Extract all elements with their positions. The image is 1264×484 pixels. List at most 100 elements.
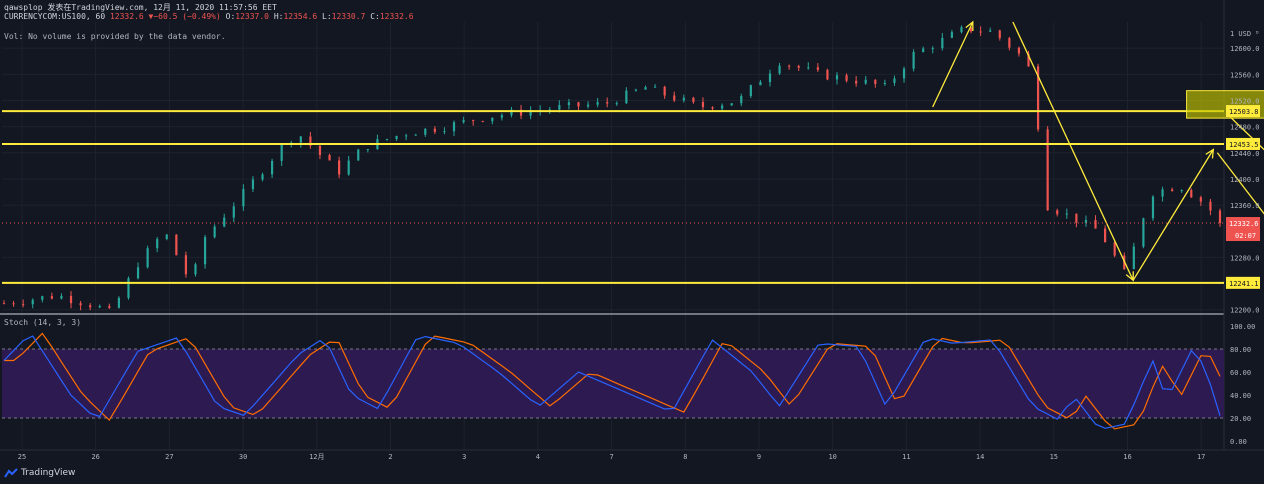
candle-body [452,122,456,132]
trend-arrow-line[interactable] [932,21,974,108]
candle-body [1113,242,1116,256]
high-label: H: [273,12,284,21]
candle-body [902,68,906,79]
candle-body [1190,190,1193,198]
candle-body [922,48,925,53]
price-tick-label: 12600.0 [1230,45,1260,53]
candle-body [749,85,752,96]
ohlc-line: CURRENCYCOM:US100, 60 12332.6 ▼−60.5 (−0… [4,12,414,21]
trend-arrow-line[interactable] [1012,21,1134,281]
stoch-band [2,348,1224,419]
tradingview-brand[interactable]: TradingView [4,468,75,478]
candle-body [89,305,92,308]
time-tick-label: 15 [1050,453,1058,461]
time-tick-label: 12月 [309,453,324,461]
candle-body [912,52,915,69]
candle-body [50,296,53,299]
time-tick-label: 2 [388,453,392,461]
current-price-tag[interactable] [1226,217,1260,242]
candle-body [12,303,15,305]
candle-body [740,95,743,104]
price-tick-label: 12560.0 [1230,71,1260,79]
candle-body [213,226,216,238]
candle-body [788,65,791,67]
time-tick-label: 7 [609,453,613,461]
candle-body [69,295,73,304]
candle-body [175,234,178,256]
stoch-tick-label: 80.00 [1230,346,1251,354]
candle-body [136,267,140,279]
candle-body [203,237,207,265]
trend-arrow-line[interactable] [1226,113,1264,313]
candle-body [318,145,322,155]
price-tick-label: 12400.0 [1230,176,1260,184]
trend-arrow-line[interactable] [1216,152,1264,313]
horizontal-levels[interactable] [2,110,1224,284]
candle-body [855,80,858,84]
stoch-overbought-oversold-band [2,349,1224,418]
candle-body [60,295,63,299]
candle-body [941,37,944,49]
time-tick-label: 3 [462,453,466,461]
candle-body [251,179,255,190]
candle-body [1084,219,1088,223]
candle-body [1142,218,1145,247]
candle-body [223,217,226,227]
candle-body [232,206,235,218]
candle-body [835,75,839,80]
candle-body [816,67,819,70]
price-change: −60.5 (−0.49%) [153,12,221,21]
candle-body [721,105,724,109]
candle-body [1218,210,1222,224]
stoch-title[interactable]: Stoch (14, 3, 3) [4,318,82,327]
price-tick-label: 12520.0 [1230,97,1260,105]
candle-body [730,103,733,106]
time-tick-label: 30 [239,453,247,461]
time-tick-label: 27 [165,453,173,461]
candle-body [405,135,408,137]
candle-body [596,102,599,105]
candle-body [950,32,954,38]
candle-body [519,109,523,116]
candle-body [385,139,389,141]
arrowhead-icon [1205,148,1215,159]
price-axis-currency: 1 USD ᴰ [1230,30,1260,38]
level-price-tag[interactable] [1226,276,1260,289]
candle-body [826,69,829,80]
level-price-tag[interactable] [1226,105,1260,118]
candle-body [615,103,618,105]
close-value: 12332.6 [379,12,414,21]
candle-body [309,136,312,146]
price-tick-label: 12440.0 [1230,150,1260,158]
candle-body [692,97,695,102]
candle-body [299,136,302,143]
level-price-tag-label: 12453.5 [1229,141,1259,149]
candle-body [845,75,848,81]
candle-body [242,189,245,207]
stoch-d-line [4,332,1221,430]
candle-body [156,239,159,249]
candle-body [500,115,503,118]
trend-drawings[interactable] [932,20,1264,313]
price-tick-label: 12280.0 [1230,254,1260,262]
candle-body [98,305,101,308]
candle-body [462,120,465,123]
candle-body [1056,210,1059,215]
tradingview-logo-icon [4,468,18,478]
candle-body [797,65,800,68]
candle-body [1017,47,1021,54]
price-tick-label: 12360.0 [1230,202,1260,210]
candle-body [644,87,647,90]
candle-body [414,134,417,136]
level-price-tag[interactable] [1226,137,1260,150]
trend-arrow-line[interactable] [1132,149,1214,281]
high-value: 12354.6 [283,12,318,21]
volume-note: Vol: No volume is provided by the data v… [4,32,226,41]
time-tick-label: 16 [1123,453,1131,461]
symbol-label[interactable]: CURRENCYCOM:US100, 60 [4,12,106,21]
candle-body [2,303,6,305]
candle-body [395,135,398,140]
candle-body [1104,228,1107,243]
candle-body [577,102,580,107]
